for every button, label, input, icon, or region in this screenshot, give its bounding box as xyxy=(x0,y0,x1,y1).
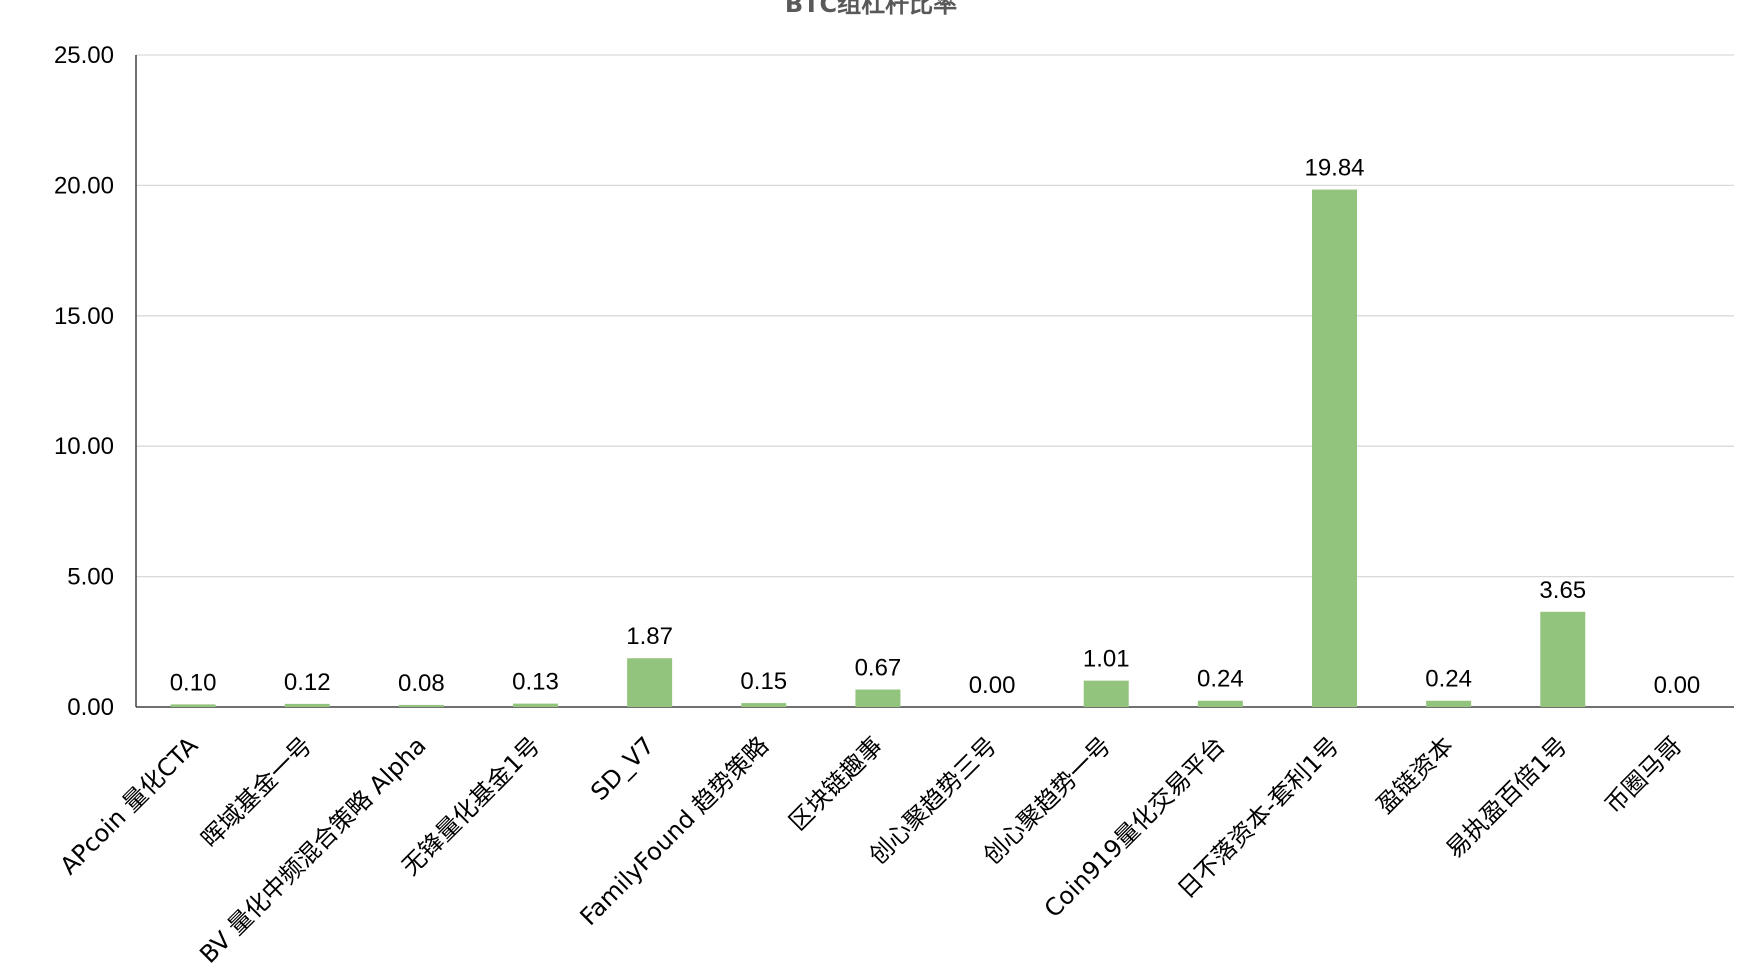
data-label: 1.87 xyxy=(626,623,673,650)
x-tick-label: 币圈马哥 xyxy=(1599,731,1687,819)
data-label: 0.24 xyxy=(1197,666,1244,693)
bar xyxy=(284,703,330,707)
data-label: 19.84 xyxy=(1304,155,1364,182)
data-label: 0.00 xyxy=(969,672,1016,699)
bar xyxy=(627,658,673,707)
x-tick-label: APcoin 量化CTA xyxy=(55,731,204,880)
bar xyxy=(1312,189,1357,707)
x-tick-label: 晖域基金一号 xyxy=(196,731,318,853)
chart-title: BTC组杠杆比率 xyxy=(784,0,958,18)
x-tick-label: 盈链资本 xyxy=(1371,731,1459,819)
bar xyxy=(855,689,901,707)
bar xyxy=(741,703,787,707)
y-tick-label: 10.00 xyxy=(54,433,114,460)
bar xyxy=(1197,700,1243,707)
data-label: 0.12 xyxy=(284,669,331,696)
bar xyxy=(513,703,558,707)
y-tick-label: 5.00 xyxy=(67,564,114,591)
y-tick-label: 0.00 xyxy=(67,694,114,721)
data-label: 0.67 xyxy=(855,655,902,682)
data-label: 0.13 xyxy=(512,669,559,696)
data-label: 3.65 xyxy=(1539,577,1586,604)
data-label: 0.10 xyxy=(170,669,217,696)
data-label: 1.01 xyxy=(1083,646,1130,673)
x-tick-label: FamilyFound 趋势策略 xyxy=(575,731,775,931)
x-tick-label: 易执盈百倍1号 xyxy=(1441,731,1573,863)
bar xyxy=(170,704,216,707)
y-tick-label: 15.00 xyxy=(54,303,114,330)
data-label: 0.08 xyxy=(398,670,445,697)
bar xyxy=(398,704,444,707)
data-label: 0.24 xyxy=(1425,666,1472,693)
x-tick-label: SD_V7 xyxy=(585,731,660,806)
bar xyxy=(1426,700,1472,707)
x-tick-label: BV 量化中频混合策略 Alpha xyxy=(194,731,431,968)
bar xyxy=(1540,611,1586,707)
y-tick-label: 25.00 xyxy=(54,42,114,69)
data-label: 0.00 xyxy=(1654,672,1701,699)
y-tick-label: 20.00 xyxy=(54,172,114,199)
bar xyxy=(1083,680,1129,707)
x-tick-label: 区块链趣事 xyxy=(784,731,889,836)
data-label: 0.15 xyxy=(740,668,787,695)
